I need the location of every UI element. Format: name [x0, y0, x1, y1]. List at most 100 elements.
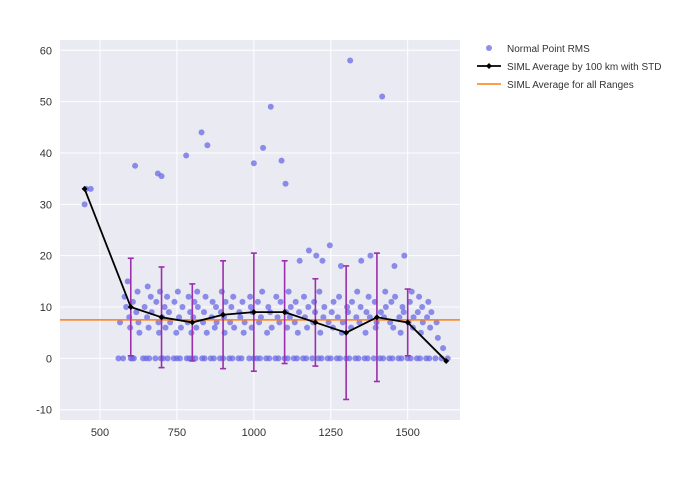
- scatter-point: [146, 355, 152, 361]
- scatter-point: [266, 355, 272, 361]
- scatter-point: [135, 289, 141, 295]
- scatter-point: [179, 304, 185, 310]
- scatter-point: [427, 325, 433, 331]
- scatter-point: [230, 294, 236, 300]
- scatter-point: [354, 289, 360, 295]
- scatter-point: [391, 263, 397, 269]
- scatter-point: [132, 163, 138, 169]
- scatter-point: [428, 309, 434, 315]
- scatter-point: [278, 299, 284, 305]
- x-tick-label: 750: [168, 427, 186, 439]
- scatter-point: [379, 93, 385, 99]
- scatter-point: [319, 258, 325, 264]
- scatter-point: [148, 294, 154, 300]
- scatter-point: [145, 283, 151, 289]
- scatter-point: [316, 289, 322, 295]
- plot-area: [60, 40, 460, 420]
- scatter-point: [265, 304, 271, 310]
- legend-label: SIML Average for all Ranges: [507, 80, 634, 91]
- scatter-point: [286, 289, 292, 295]
- y-tick-label: 0: [46, 353, 52, 365]
- scatter-point: [186, 294, 192, 300]
- scatter-point: [358, 304, 364, 310]
- scatter-point: [321, 304, 327, 310]
- scatter-point: [188, 330, 194, 336]
- scatter-point: [363, 309, 369, 315]
- scatter-point: [398, 330, 404, 336]
- scatter-point: [194, 289, 200, 295]
- scatter-point: [303, 355, 309, 361]
- scatter-point: [347, 58, 353, 64]
- legend-label: Normal Point RMS: [507, 44, 590, 55]
- scatter-point: [327, 242, 333, 248]
- y-tick-label: -10: [36, 405, 52, 417]
- scatter-point: [204, 330, 210, 336]
- scatter-point: [417, 355, 423, 361]
- scatter-point: [309, 355, 315, 361]
- legend-scatter-icon: [486, 45, 492, 51]
- scatter-point: [153, 299, 159, 305]
- scatter-point: [415, 309, 421, 315]
- scatter-point: [152, 355, 158, 361]
- y-tick-label: 60: [40, 45, 52, 57]
- scatter-point: [380, 355, 386, 361]
- scatter-point: [219, 289, 225, 295]
- scatter-point: [82, 201, 88, 207]
- scatter-point: [319, 355, 325, 361]
- scatter-point: [419, 304, 425, 310]
- x-tick-label: 1000: [242, 427, 266, 439]
- scatter-point: [358, 258, 364, 264]
- scatter-point: [257, 355, 263, 361]
- scatter-point: [279, 158, 285, 164]
- scatter-point: [331, 299, 337, 305]
- y-tick-label: 20: [40, 251, 52, 263]
- scatter-point: [203, 294, 209, 300]
- legend-label: SIML Average by 100 km with STD: [507, 62, 662, 73]
- scatter-point: [297, 258, 303, 264]
- scatter-point: [213, 304, 219, 310]
- scatter-point: [344, 304, 350, 310]
- scatter-point: [355, 355, 361, 361]
- scatter-point: [401, 253, 407, 259]
- scatter-point: [183, 153, 189, 159]
- scatter-point: [296, 309, 302, 315]
- scatter-point: [399, 355, 405, 361]
- scatter-point: [275, 355, 281, 361]
- scatter-point: [293, 299, 299, 305]
- scatter-point: [88, 186, 94, 192]
- scatter-point: [425, 299, 431, 305]
- scatter-point: [120, 355, 126, 361]
- scatter-point: [173, 330, 179, 336]
- scatter-point: [164, 294, 170, 300]
- scatter-point: [338, 263, 344, 269]
- scatter-point: [146, 325, 152, 331]
- scatter-point: [363, 330, 369, 336]
- scatter-point: [260, 145, 266, 151]
- scatter-point: [301, 294, 307, 300]
- scatter-point: [367, 253, 373, 259]
- scatter-point: [136, 330, 142, 336]
- scatter-point: [248, 304, 254, 310]
- scatter-point: [177, 355, 183, 361]
- scatter-point: [328, 355, 334, 361]
- scatter-point: [202, 355, 208, 361]
- scatter-point: [231, 325, 237, 331]
- scatter-point: [401, 309, 407, 315]
- scatter-point: [304, 325, 310, 331]
- scatter-point: [365, 355, 371, 361]
- scatter-point: [306, 248, 312, 254]
- scatter-point: [247, 294, 253, 300]
- scatter-point: [329, 309, 335, 315]
- scatter-point: [125, 278, 131, 284]
- scatter-point: [317, 330, 323, 336]
- scatter-point: [171, 299, 177, 305]
- scatter-point: [165, 355, 171, 361]
- y-tick-label: 10: [40, 302, 52, 314]
- scatter-point: [294, 355, 300, 361]
- scatter-point: [366, 294, 372, 300]
- scatter-point: [435, 335, 441, 341]
- scatter-point: [163, 325, 169, 331]
- y-tick-label: 40: [40, 148, 52, 160]
- y-tick-label: 50: [40, 97, 52, 109]
- scatter-point: [269, 325, 275, 331]
